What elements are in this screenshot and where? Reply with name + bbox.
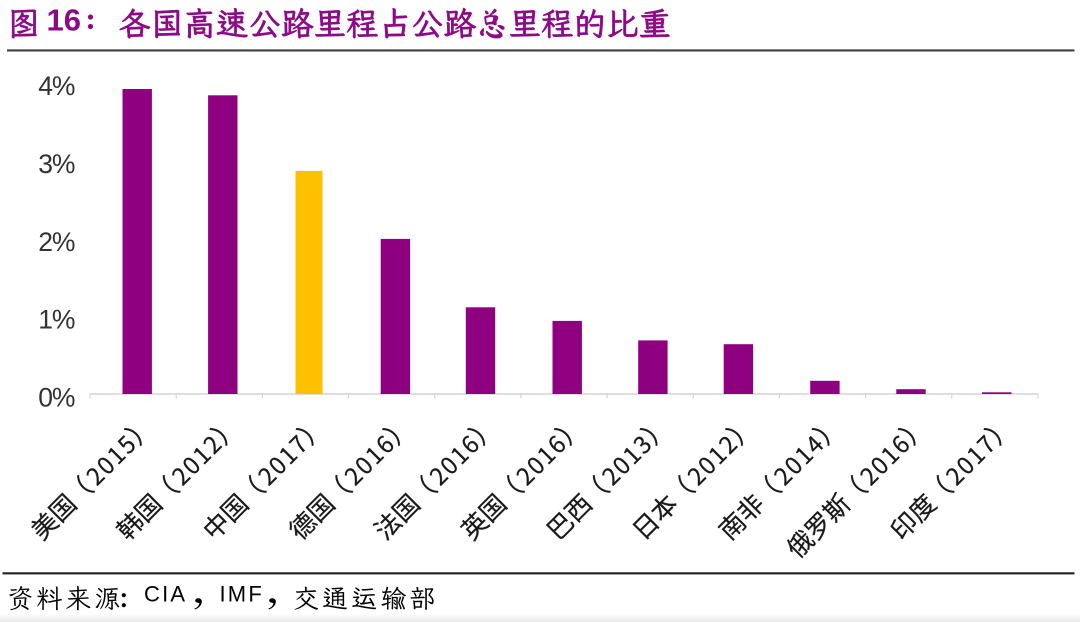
svg-text:4%: 4% (38, 71, 75, 101)
svg-text:IMF: IMF (220, 582, 264, 607)
svg-text:16: 16 (47, 3, 81, 38)
svg-text:3%: 3% (38, 149, 75, 179)
svg-text:0%: 0% (38, 383, 75, 413)
svg-text:CIA: CIA (144, 582, 187, 607)
svg-text:2%: 2% (38, 227, 75, 257)
svg-text:1%: 1% (38, 305, 75, 335)
